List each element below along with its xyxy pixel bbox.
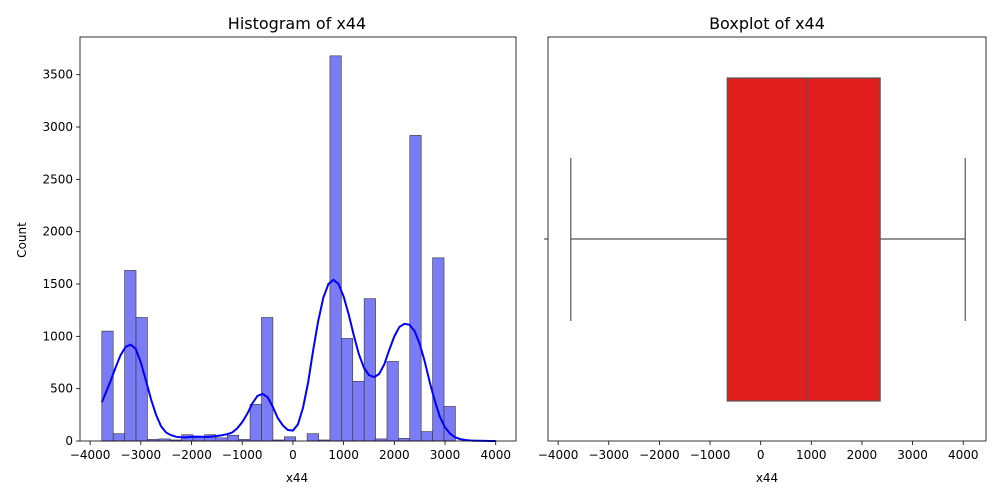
x-tick-label: −1000	[222, 448, 263, 462]
histogram-bar	[112, 433, 125, 442]
histogram-y-ticks: 0 500 1000 1500 2000 2500 3000 3500	[42, 68, 80, 448]
x-tick-label: 1000	[328, 448, 359, 462]
histogram-title: Histogram of x44	[228, 14, 366, 33]
histogram-bar	[329, 55, 342, 442]
histogram-bar	[261, 317, 274, 442]
x-tick-label: 4000	[480, 448, 511, 462]
x-tick-label: 2000	[847, 448, 878, 462]
x-tick-label: −2000	[639, 448, 680, 462]
x-tick-label: 0	[289, 448, 297, 462]
histogram-y-label: Count	[15, 222, 29, 258]
histogram-bars	[101, 55, 456, 442]
x-tick-label: 2000	[379, 448, 410, 462]
histogram-axes-frame	[79, 36, 517, 442]
x-tick-label: −4000	[70, 448, 111, 462]
histogram-bar	[215, 437, 228, 442]
histogram-bar	[306, 433, 319, 442]
histogram-bar	[124, 270, 137, 442]
histogram-x-ticks: −4000 −3000 −2000 −1000 0 1000 2000 3000 4000	[70, 441, 511, 462]
x-tick-label: −1000	[690, 448, 731, 462]
histogram-bar	[352, 381, 365, 442]
histogram-bar	[341, 338, 354, 442]
y-tick-label: 2000	[42, 225, 73, 239]
histogram-bar	[420, 431, 433, 442]
y-tick-label: 0	[65, 434, 73, 448]
x-tick-label: 4000	[948, 448, 979, 462]
kde-curve	[100, 278, 496, 442]
y-tick-label: 1000	[42, 329, 73, 343]
y-tick-label: 3500	[42, 68, 73, 82]
boxplot-x-ticks: −4000 −3000 −2000 −1000 0 1000 2000 3000 4000	[538, 441, 979, 462]
y-tick-label: 500	[50, 382, 73, 396]
histogram-bar	[386, 361, 399, 442]
histogram-bar	[409, 135, 422, 442]
boxplot-title: Boxplot of x44	[709, 14, 825, 33]
histogram-panel: Histogram of x44 −4000 −3000 −2000 −1000 0 10…	[15, 14, 517, 485]
x-tick-label: −3000	[121, 448, 162, 462]
x-tick-label: 1000	[796, 448, 827, 462]
x-tick-label: −2000	[171, 448, 212, 462]
histogram-bar	[226, 434, 239, 442]
boxplot-elements	[570, 77, 966, 402]
boxplot-panel: Boxplot of x44 −4000 −3000 −2000 −1000 0 1000…	[538, 14, 987, 485]
y-tick-label: 1500	[42, 277, 73, 291]
x-tick-label: −4000	[538, 448, 579, 462]
histogram-bar	[284, 436, 297, 442]
y-tick-label: 3000	[42, 120, 73, 134]
histogram-bar	[249, 404, 262, 442]
x-tick-label: 0	[757, 448, 765, 462]
boxplot-x-label: x44	[756, 471, 778, 485]
histogram-x-label: x44	[286, 471, 308, 485]
boxplot-box	[726, 77, 881, 402]
x-tick-label: 3000	[897, 448, 928, 462]
x-tick-label: 3000	[430, 448, 461, 462]
histogram-bar	[192, 437, 205, 442]
y-tick-label: 2500	[42, 172, 73, 186]
x-tick-label: −3000	[588, 448, 629, 462]
